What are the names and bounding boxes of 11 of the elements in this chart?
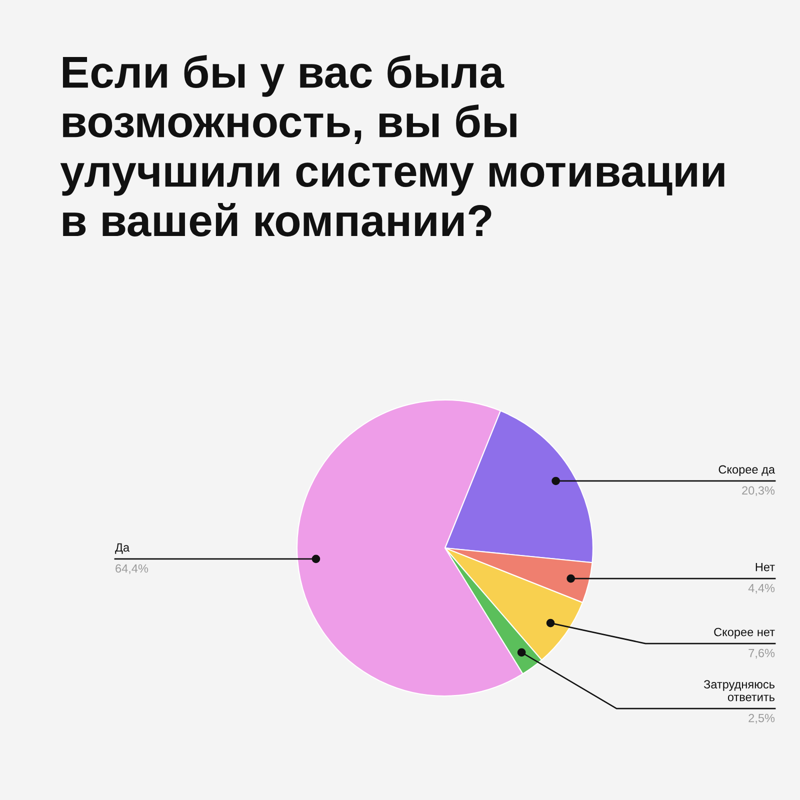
data-label: 2,5% [748,714,775,724]
data-label: 20,3% [742,486,775,496]
slice-label: Да [115,543,130,554]
data-label: 4,4% [748,584,775,594]
chart-title: Если бы у вас была возможность, вы бы улучшили систему мотивации в вашей компании? [60,55,724,236]
slice-label: Затрудняюсь ответить [704,680,775,702]
slice-label: Скорее нет [714,628,775,639]
data-label: 64,4% [116,564,148,574]
data-label: 7,6% [748,648,775,659]
slice-label: Нет [756,562,775,572]
slice-label: Скорее да [718,465,776,476]
